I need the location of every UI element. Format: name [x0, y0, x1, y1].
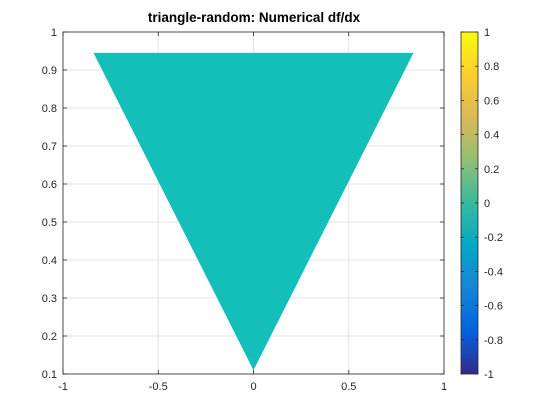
- y-tick-label: 0.2: [42, 331, 57, 343]
- colorbar: 1 0.8 0.6 0.4 0.2 0 -0.2 -0.4 -0.6 -0.8 -1: [460, 27, 503, 381]
- y-tick-label: 0.4: [42, 255, 57, 267]
- colorbar-tick-label: 0.8: [484, 61, 499, 73]
- colorbar-tick-label: -0.4: [484, 266, 503, 278]
- y-tick-label: 0.5: [42, 217, 57, 229]
- colorbar-tick-label: -0.6: [484, 301, 503, 313]
- y-tick-label: 0.6: [42, 179, 57, 191]
- y-tick-label: 0.3: [42, 293, 57, 305]
- x-tick-label: -0.5: [149, 381, 168, 393]
- colorbar-tick-label: 0.6: [484, 95, 499, 107]
- y-tick-label: 0.7: [42, 141, 57, 153]
- y-tick-label: 0.9: [42, 65, 57, 77]
- colorbar-tick-label: 0.2: [484, 164, 499, 176]
- x-tick-label: 0.5: [341, 381, 356, 393]
- x-tick-label: -1: [58, 381, 68, 393]
- chart-title: triangle-random: Numerical df/dx: [148, 10, 361, 25]
- colorbar-tick-label: -0.8: [484, 335, 503, 347]
- y-tick-label: 0.1: [42, 369, 57, 381]
- x-tick-label: 0: [250, 381, 256, 393]
- colorbar-tick-label: 1: [484, 27, 490, 39]
- colorbar-tick-label: -1: [484, 369, 494, 381]
- colorbar-gradient: [461, 32, 478, 374]
- triangle-patch: [93, 52, 414, 371]
- colorbar-tick-label: -0.2: [484, 232, 503, 244]
- colorbar-tick-label: 0: [484, 198, 490, 210]
- colorbar-tick-label: 0.4: [484, 130, 499, 142]
- y-tick-label: 1: [51, 27, 57, 39]
- x-tick-label: 1: [441, 381, 447, 393]
- y-tick-label: 0.8: [42, 103, 57, 115]
- plot-area: -1 -0.5 0 0.5 1 0.1 0.2 0.3 0.4 0.5 0.6 0.7 0.8 0.9 1: [42, 27, 447, 393]
